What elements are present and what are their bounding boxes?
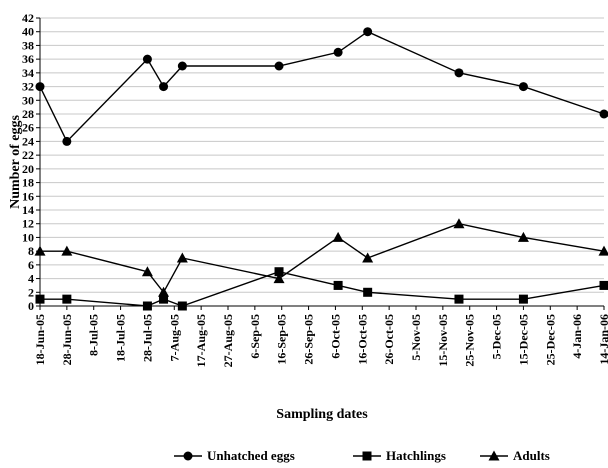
y-tick-label: 8	[28, 244, 34, 258]
legend-marker-adults	[488, 450, 500, 461]
x-tick-label: 14-Jan-06	[597, 314, 608, 365]
x-tick-label: 7-Aug-05	[167, 314, 181, 361]
data-point-hatchlings	[599, 280, 608, 290]
data-point-adults	[273, 273, 285, 284]
legend: Unhatched eggs Hatchlings Adults	[174, 448, 550, 463]
data-point-unhatched-eggs	[363, 27, 373, 37]
y-tick-label: 38	[22, 38, 34, 52]
y-tick-label: 26	[22, 121, 34, 135]
data-point-adults	[598, 245, 608, 256]
y-tick-label: 0	[28, 299, 34, 313]
x-tick-label: 25-Nov-05	[463, 314, 477, 367]
x-tick-label: 15-Dec-05	[516, 314, 530, 365]
y-tick-label: 40	[22, 25, 34, 39]
y-tick-label: 32	[22, 80, 34, 94]
data-point-unhatched-eggs	[177, 61, 187, 71]
data-point-unhatched-eggs	[274, 61, 284, 71]
y-tick-label: 2	[28, 285, 34, 299]
y-tick-label: 6	[28, 258, 34, 272]
x-tick-label: 26-Sep-05	[302, 314, 316, 365]
x-tick-label: 18-Jun-05	[33, 314, 47, 365]
data-point-hatchlings	[177, 301, 187, 311]
data-point-unhatched-eggs	[518, 82, 528, 92]
x-tick-label: 16-Sep-05	[275, 314, 289, 365]
x-axis-title: Sampling dates	[276, 407, 368, 422]
data-point-adults	[332, 231, 344, 242]
data-point-adults	[141, 266, 153, 277]
legend-item-adults: Adults	[480, 448, 550, 463]
y-tick-label: 36	[22, 52, 34, 66]
x-tick-label: 16-Oct-05	[355, 314, 369, 365]
y-tick-label: 20	[22, 162, 34, 176]
x-tick-label: 18-Jul-05	[114, 314, 128, 362]
legend-marker-unhatched-eggs	[183, 451, 193, 461]
data-point-adults	[34, 245, 46, 256]
x-tick-label: 26-Oct-05	[382, 314, 396, 365]
data-point-adults	[158, 286, 170, 297]
y-tick-label: 28	[22, 107, 34, 121]
data-point-hatchlings	[363, 287, 373, 297]
data-point-unhatched-eggs	[159, 82, 169, 92]
y-tick-label: 16	[22, 189, 34, 203]
y-tick-label: 24	[22, 134, 34, 148]
data-point-adults	[61, 245, 73, 256]
y-tick-label: 12	[22, 217, 34, 231]
data-point-hatchlings	[35, 294, 45, 304]
data-point-unhatched-eggs	[454, 68, 464, 78]
legend-item-unhatched-eggs: Unhatched eggs	[174, 448, 295, 463]
series-hatchlings	[35, 267, 608, 311]
x-tick-label: 17-Aug-05	[194, 314, 208, 367]
data-point-unhatched-eggs	[62, 136, 72, 146]
data-point-hatchlings	[454, 294, 464, 304]
y-tick-label: 4	[28, 272, 34, 286]
axes	[36, 17, 605, 310]
data-point-hatchlings	[142, 301, 152, 311]
legend-label: Hatchlings	[386, 448, 446, 463]
x-tick-label: 5-Dec-05	[490, 314, 504, 359]
x-tick-label: 15-Nov-05	[436, 314, 450, 367]
data-point-adults	[362, 252, 374, 263]
data-point-unhatched-eggs	[142, 54, 152, 64]
legend-marker-hatchlings	[362, 451, 372, 461]
data-point-unhatched-eggs	[35, 82, 45, 92]
x-tick-label: 28-Jul-05	[140, 314, 154, 362]
x-tick-label: 6-Oct-05	[328, 314, 342, 359]
x-tick-label: 27-Aug-05	[221, 314, 235, 367]
x-tick-label: 4-Jan-06	[570, 314, 584, 359]
y-tick-label: 10	[22, 230, 34, 244]
y-tick-label: 18	[22, 176, 34, 190]
y-tick-label: 14	[22, 203, 34, 217]
series-unhatched-eggs	[35, 27, 608, 146]
data-point-hatchlings	[333, 280, 343, 290]
series-lines	[34, 27, 608, 311]
series-adults	[34, 218, 608, 297]
data-point-hatchlings	[518, 294, 528, 304]
x-tick-label: 28-Jun-05	[60, 314, 74, 365]
data-point-hatchlings	[62, 294, 72, 304]
legend-label: Unhatched eggs	[207, 448, 295, 463]
x-tick-label: 25-Dec-05	[543, 314, 557, 365]
y-tick-label: 30	[22, 93, 34, 107]
legend-label: Adults	[513, 448, 550, 463]
x-tick-label: 5-Nov-05	[409, 314, 423, 361]
x-tick-labels: 18-Jun-05 28-Jun-05 8-Jul-05 18-Jul-05 28-Ju…	[33, 314, 608, 367]
data-point-adults	[176, 252, 188, 263]
x-tick-label: 8-Jul-05	[87, 314, 101, 356]
data-point-unhatched-eggs	[599, 109, 608, 119]
y-axis-title: Number of eggs	[8, 115, 23, 209]
y-tick-label: 42	[22, 11, 34, 25]
x-tick-label: 6-Sep-05	[248, 314, 262, 359]
data-point-hatchlings	[274, 267, 284, 277]
legend-item-hatchlings: Hatchlings	[353, 448, 446, 463]
data-point-adults	[517, 231, 529, 242]
y-tick-label: 34	[22, 66, 34, 80]
data-point-hatchlings	[159, 294, 169, 304]
gridlines	[40, 17, 604, 293]
data-point-unhatched-eggs	[333, 47, 343, 57]
y-tick-label: 22	[22, 148, 34, 162]
data-point-adults	[453, 218, 465, 229]
